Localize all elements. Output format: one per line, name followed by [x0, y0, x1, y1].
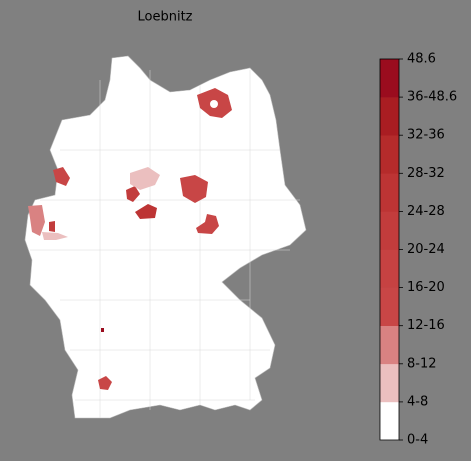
region-highlight [130, 167, 160, 190]
colorbar-segment [380, 249, 399, 288]
germany-map [24, 55, 307, 419]
colorbar-segment [380, 363, 399, 403]
region-highlight [126, 186, 140, 202]
colorbar-segment [380, 325, 399, 365]
colorbar-label: 48.6 [407, 52, 436, 67]
map-title: Loebnitz [138, 10, 193, 25]
colorbar-label: 16-20 [407, 280, 445, 295]
colorbar-segment [380, 173, 399, 212]
colorbar-segment [380, 211, 399, 250]
district-borders [30, 70, 300, 418]
colorbar-label: 20-24 [407, 242, 445, 257]
colorbar-label: 12-16 [407, 318, 445, 333]
colorbar-segment [380, 59, 399, 98]
colorbar-label: 24-28 [407, 204, 445, 219]
colorbar-segment [380, 135, 399, 174]
colorbar: 0-4 4-8 8-12 12-16 16-20 20-24 24-28 28-32 32-36… [379, 52, 457, 448]
region-highlight [28, 205, 45, 236]
region-highlight [42, 232, 68, 240]
colorbar-label: 8-12 [407, 356, 437, 371]
colorbar-label: 4-8 [407, 394, 428, 409]
colorbar-label: 0-4 [407, 433, 428, 448]
colorbar-segment [380, 287, 399, 326]
region-highlight [135, 204, 157, 219]
colorbar-segment [380, 97, 399, 136]
region-highlight [53, 167, 70, 186]
region-highlight [180, 175, 208, 203]
region-hole [210, 100, 218, 108]
colorbar-segment [380, 401, 399, 441]
colorbar-label: 28-32 [407, 166, 445, 181]
colorbar-label: 32-36 [407, 128, 445, 143]
region-highlight [196, 214, 219, 234]
region-highlight [49, 221, 55, 232]
colorbar-label: 36-48.6 [407, 90, 457, 105]
region-highlight [98, 376, 112, 390]
region-highlight [101, 328, 104, 332]
